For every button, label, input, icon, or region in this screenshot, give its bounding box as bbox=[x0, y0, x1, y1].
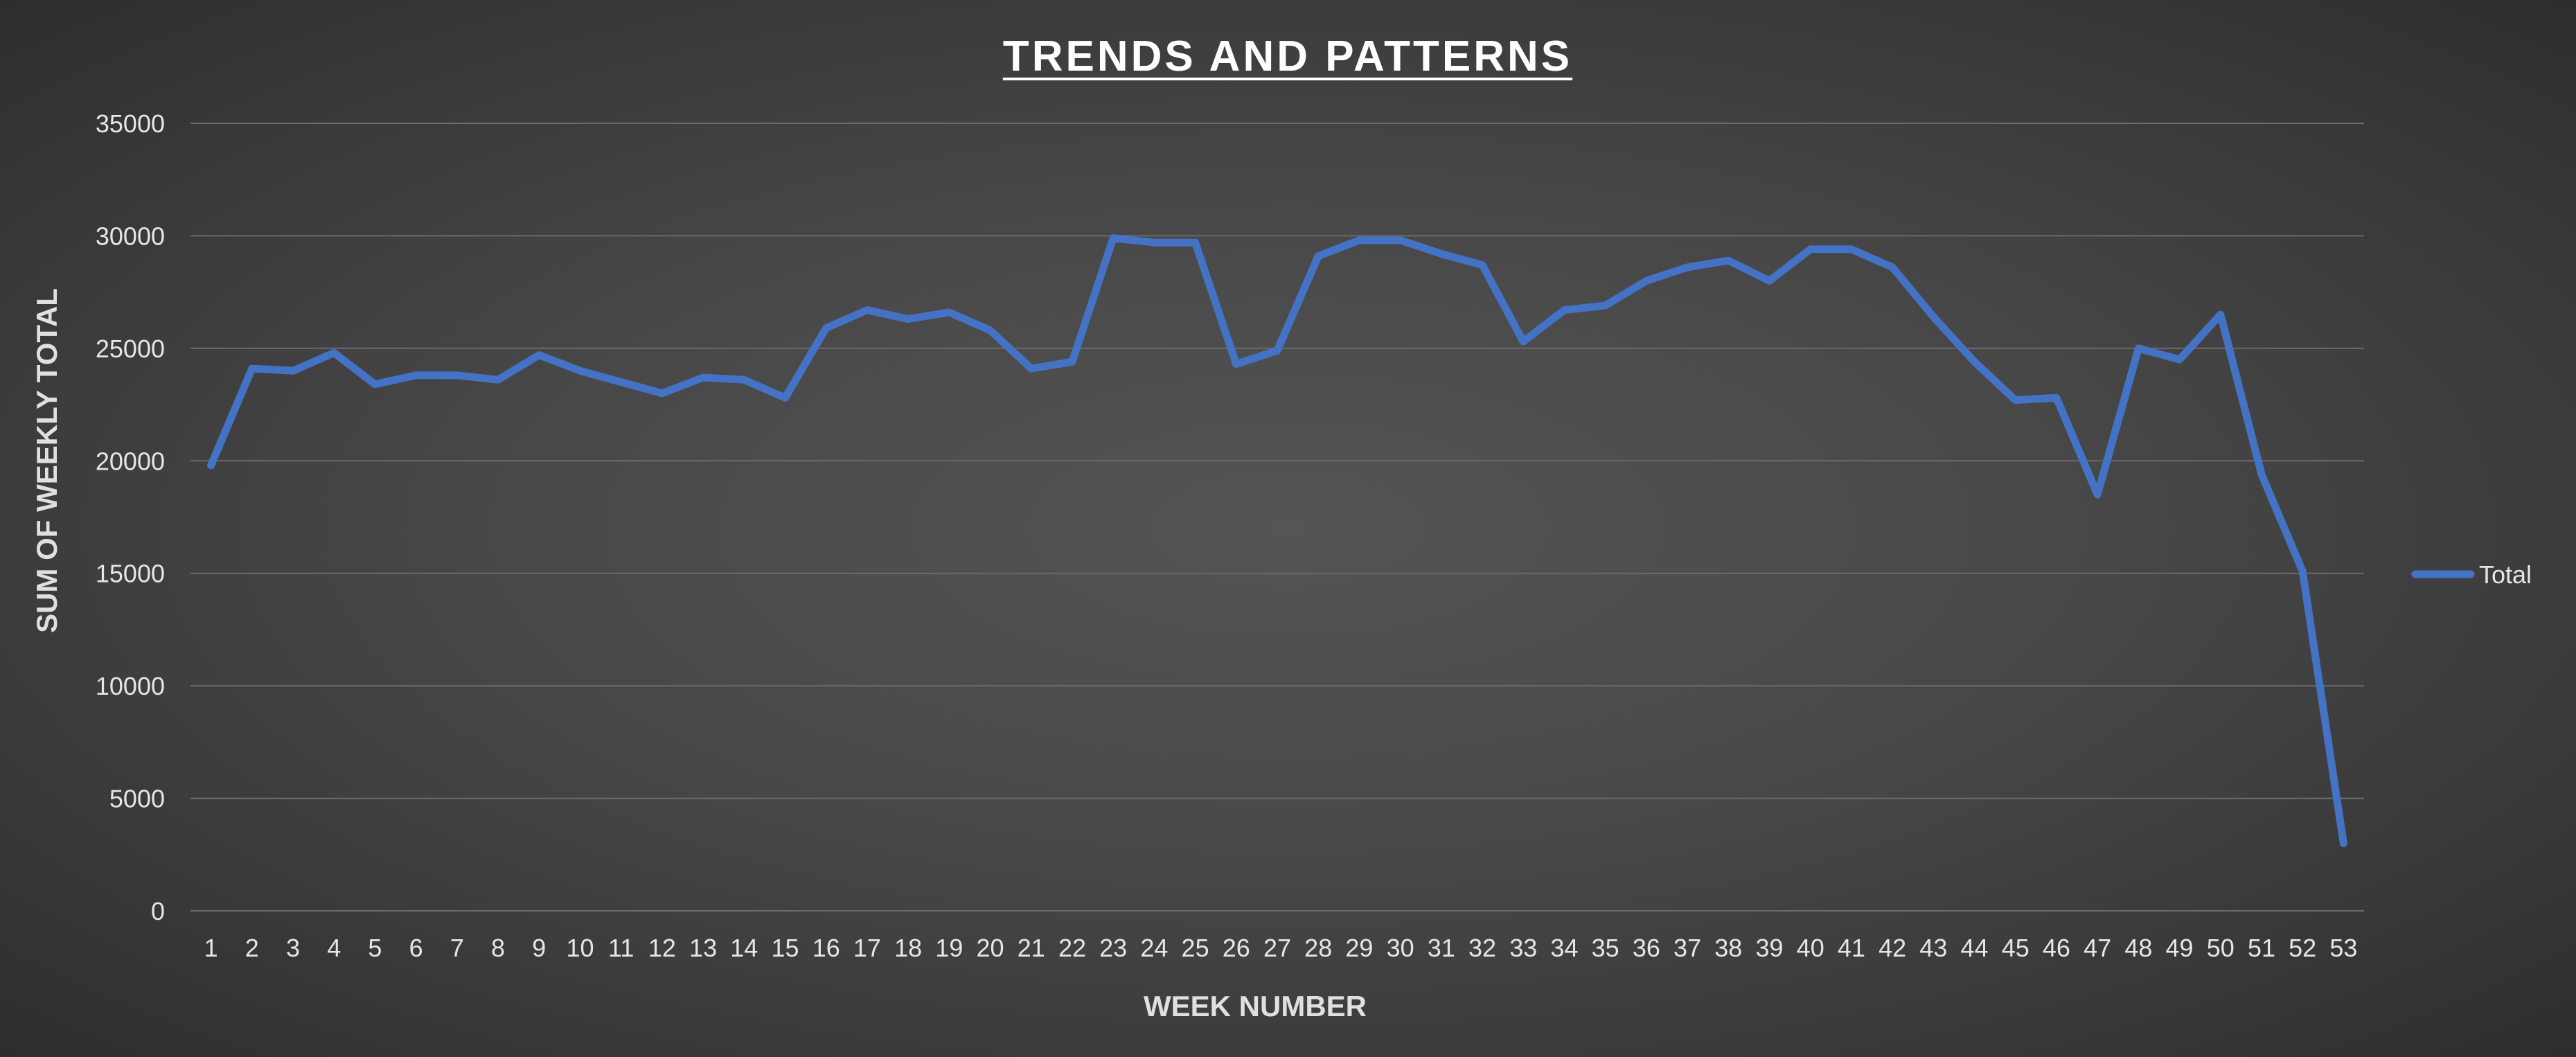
series-line-total bbox=[207, 234, 2347, 847]
x-tick-label: 21 bbox=[1018, 934, 1045, 962]
gridlines bbox=[190, 123, 2364, 912]
x-tick-label: 4 bbox=[327, 934, 341, 962]
x-tick-label: 36 bbox=[1633, 934, 1660, 962]
x-tick-label: 3 bbox=[286, 934, 300, 962]
x-tick-label: 19 bbox=[935, 934, 963, 962]
x-tick-label: 5 bbox=[368, 934, 382, 962]
x-tick-label: 37 bbox=[1673, 934, 1701, 962]
x-tick-label: 18 bbox=[894, 934, 922, 962]
x-tick-label: 22 bbox=[1058, 934, 1086, 962]
y-tick-label: 10000 bbox=[96, 672, 165, 700]
x-tick-label: 35 bbox=[1592, 934, 1619, 962]
x-tick-label: 24 bbox=[1140, 934, 1168, 962]
x-tick-label: 51 bbox=[2248, 934, 2275, 962]
x-tick-label: 10 bbox=[566, 934, 594, 962]
x-tick-label: 42 bbox=[1878, 934, 1906, 962]
x-tick-label: 34 bbox=[1550, 934, 1578, 962]
x-tick-label: 26 bbox=[1223, 934, 1250, 962]
y-tick-label: 15000 bbox=[96, 560, 165, 588]
y-tick-label: 0 bbox=[151, 897, 165, 925]
x-tick-label: 50 bbox=[2207, 934, 2235, 962]
x-tick-label: 12 bbox=[648, 934, 676, 962]
x-tick-label: 7 bbox=[450, 934, 464, 962]
x-axis-title: WEEK NUMBER bbox=[1144, 990, 1367, 1022]
x-tick-label: 20 bbox=[977, 934, 1004, 962]
y-tick-label: 5000 bbox=[109, 785, 165, 813]
x-tick-label: 46 bbox=[2043, 934, 2070, 962]
x-tick-label: 15 bbox=[771, 934, 799, 962]
x-tick-label: 43 bbox=[1919, 934, 1947, 962]
x-tick-label: 41 bbox=[1838, 934, 1865, 962]
x-tick-label: 27 bbox=[1263, 934, 1291, 962]
x-tick-label: 23 bbox=[1099, 934, 1127, 962]
x-tick-label: 28 bbox=[1304, 934, 1332, 962]
x-tick-label: 45 bbox=[2002, 934, 2029, 962]
y-tick-label: 20000 bbox=[96, 447, 165, 475]
y-tick-label: 35000 bbox=[96, 109, 165, 138]
x-tick-label: 32 bbox=[1468, 934, 1496, 962]
x-tick-label: 53 bbox=[2329, 934, 2357, 962]
x-tick-label: 8 bbox=[491, 934, 505, 962]
x-tick-label: 48 bbox=[2124, 934, 2152, 962]
x-tick-label: 17 bbox=[853, 934, 881, 962]
y-tick-label: 25000 bbox=[96, 335, 165, 363]
x-tick-label: 2 bbox=[245, 934, 259, 962]
x-tick-label: 40 bbox=[1797, 934, 1824, 962]
chart-title: TRENDS AND PATTERNS bbox=[1003, 33, 1572, 80]
x-tick-label: 39 bbox=[1755, 934, 1783, 962]
y-tick-label: 30000 bbox=[96, 222, 165, 250]
x-tick-label: 47 bbox=[2084, 934, 2111, 962]
x-tick-label: 52 bbox=[2289, 934, 2316, 962]
y-axis-ticks: 0 5000 10000 15000 20000 25000 30000 35000 bbox=[96, 109, 165, 925]
legend-label-total: Total bbox=[2479, 560, 2532, 589]
x-tick-label: 13 bbox=[689, 934, 717, 962]
x-tick-label: 44 bbox=[1961, 934, 1989, 962]
x-tick-label: 49 bbox=[2166, 934, 2194, 962]
legend: Total bbox=[2411, 560, 2532, 589]
x-tick-label: 1 bbox=[204, 934, 218, 962]
x-tick-label: 25 bbox=[1182, 934, 1209, 962]
x-axis-ticks: 1 2 3 4 5 6 7 8 9 10 11 12 13 14 15 16 17 18 19 20 21 22 23 24 2… bbox=[204, 934, 2358, 962]
x-tick-label: 11 bbox=[608, 934, 634, 962]
x-tick-label: 9 bbox=[532, 934, 546, 962]
y-axis-title: SUM OF WEEKLY TOTAL bbox=[30, 288, 63, 633]
x-tick-label: 38 bbox=[1714, 934, 1742, 962]
x-tick-label: 16 bbox=[812, 934, 840, 962]
x-tick-label: 6 bbox=[409, 934, 423, 962]
series-layer bbox=[207, 234, 2347, 847]
x-tick-label: 33 bbox=[1509, 934, 1537, 962]
x-tick-label: 30 bbox=[1387, 934, 1414, 962]
x-tick-label: 14 bbox=[730, 934, 758, 962]
x-tick-label: 29 bbox=[1345, 934, 1373, 962]
x-tick-label: 31 bbox=[1428, 934, 1455, 962]
